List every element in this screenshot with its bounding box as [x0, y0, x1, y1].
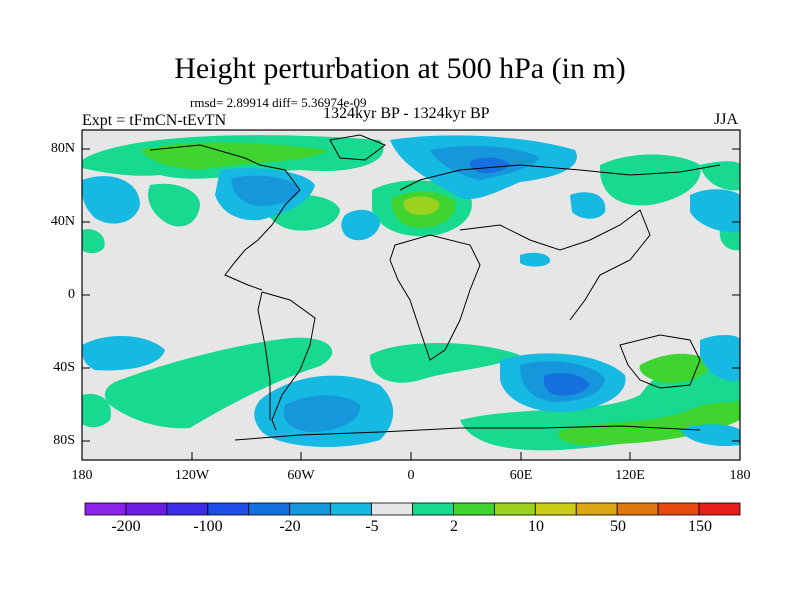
colorbar-label: 10 — [528, 518, 544, 535]
negative-anomaly-regions — [82, 135, 740, 447]
coastlines — [149, 134, 721, 441]
colorbar — [84, 502, 741, 516]
lat-label-40s: 40S — [53, 360, 75, 375]
lon-label-180-west: 180 — [71, 468, 93, 483]
lat-label-80s: 80S — [53, 433, 75, 448]
colorbar-swatch — [166, 502, 209, 516]
colorbar-label: -20 — [279, 518, 301, 535]
axis-ticks — [81, 148, 741, 460]
colorbar-swatch — [616, 502, 659, 516]
colorbar-swatch — [207, 502, 250, 516]
colorbar-label: -100 — [193, 518, 223, 535]
figure-title: Height perturbation at 500 hPa (in m) — [174, 52, 626, 85]
colorbar-swatch — [125, 502, 168, 516]
colorbar-label: 50 — [610, 518, 626, 535]
colorbar-swatch — [575, 502, 618, 516]
colorbar-swatch — [657, 502, 700, 516]
colorbar-swatch — [534, 502, 577, 516]
season-label: JJA — [714, 111, 739, 128]
colorbar-swatch — [453, 502, 495, 516]
experiment-label: Expt = tFmCN-tEvTN — [82, 112, 227, 129]
lon-label-120e: 120E — [615, 468, 645, 483]
colorbar-swatch — [84, 502, 127, 516]
lat-label-40n: 40N — [50, 214, 75, 229]
lon-label-180-east: 180 — [729, 468, 751, 483]
colorbar-swatch — [493, 502, 536, 516]
colorbar-swatch — [412, 502, 454, 516]
colorbar-swatch — [248, 502, 291, 516]
colorbar-swatch — [330, 502, 372, 516]
lat-label-0: 0 — [68, 287, 75, 302]
colorbar-label: -200 — [111, 518, 141, 535]
colorbar-label: 150 — [688, 518, 712, 535]
lon-label-60e: 60E — [509, 468, 533, 483]
lat-label-80n: 80N — [50, 141, 75, 156]
lon-label-60w: 60W — [287, 468, 315, 483]
colorbar-label: -5 — [365, 518, 379, 535]
rmsd-diff-stats: rmsd= 2.89914 diff= 5.36974e-09 — [190, 95, 367, 110]
colorbar-swatch — [289, 502, 332, 516]
period-label: 1324kyr BP - 1324kyr BP — [323, 105, 490, 122]
lon-label-120w: 120W — [174, 468, 210, 483]
colorbar-swatch — [698, 502, 741, 516]
colorbar-label: 2 — [450, 518, 458, 535]
positive-anomaly-regions — [82, 135, 740, 451]
lon-label-0: 0 — [407, 468, 415, 483]
colorbar-swatch — [371, 502, 413, 516]
